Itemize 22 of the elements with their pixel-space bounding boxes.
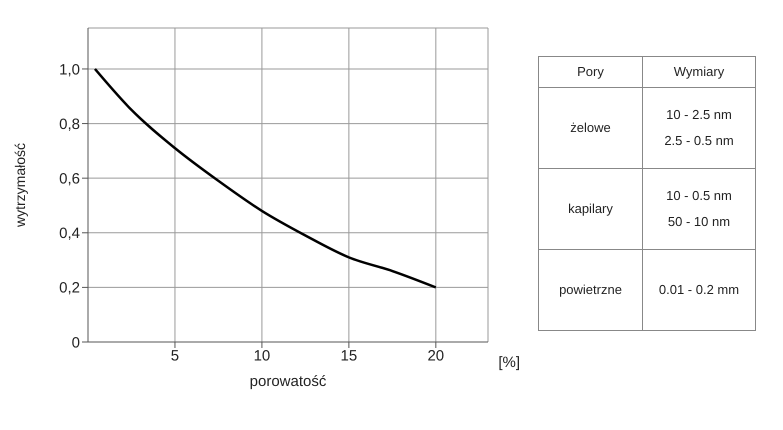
text: Pory bbox=[539, 57, 643, 87]
y-tick-label: 0 bbox=[72, 334, 80, 352]
y-tick-label: 0,6 bbox=[59, 170, 80, 188]
text: 10 - 2.5 nm 2.5 - 0.5 nm bbox=[643, 87, 755, 168]
text: [%] bbox=[498, 354, 520, 371]
line-series bbox=[94, 68, 438, 289]
text: powietrzne bbox=[539, 249, 643, 330]
x-tick-label: 5 bbox=[170, 348, 180, 365]
y-tick-label: 0,8 bbox=[59, 116, 80, 133]
text: kapilary bbox=[539, 168, 643, 249]
text: Wymiary bbox=[672, 63, 726, 81]
y-axis-title: wytrzymałość bbox=[12, 142, 28, 228]
y-tick-label: 1,0 bbox=[59, 61, 80, 78]
x-tick-label: 20 bbox=[427, 348, 444, 365]
y-tick-label: 0,2 bbox=[59, 280, 80, 297]
y-tick-label: 0,4 bbox=[59, 225, 80, 242]
x-tick-label: 10 bbox=[254, 348, 270, 365]
x-tick-label: 15 bbox=[340, 348, 358, 365]
text: żelowe bbox=[539, 87, 643, 168]
text: 10 - 0.5 nm 50 - 10 nm bbox=[643, 168, 755, 249]
x-axis-title: porowatość bbox=[250, 373, 327, 390]
text: 0.01 - 0.2 mm bbox=[643, 249, 755, 330]
